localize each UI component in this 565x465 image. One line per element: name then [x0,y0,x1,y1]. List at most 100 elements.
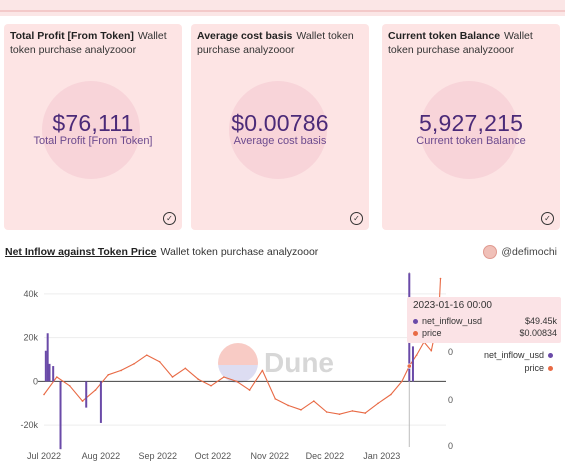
net-inflow-bar [411,346,414,382]
card-value: $0.00786 [231,110,329,136]
price-point [94,389,97,391]
top-strip-edge [0,10,565,12]
card-decoration [42,81,140,179]
price-point [223,376,225,378]
legend-dot [548,366,553,372]
dune-watermark: Dune [218,343,348,383]
price-point [338,413,341,415]
price-point [364,412,367,414]
x-tick-label: Aug 2022 [82,451,121,461]
x-tick-label: Nov 2022 [251,451,290,461]
chart-legend: net_inflow_usd price [483,349,553,375]
price-point [248,389,251,391]
price-point [81,400,84,402]
check-circle-icon[interactable]: ✓ [163,212,176,225]
y2-tick-label: 0 [448,441,453,451]
price-point [415,354,418,356]
card-subtitle: Wallet token purchase analyzooor [197,30,354,56]
legend-label: net_inflow_usd [483,350,544,360]
tooltip-series-name: price [422,328,442,338]
price-point [107,374,110,376]
chart-subtitle: Wallet token purchase analyzooor [160,246,319,258]
card-current-token-balance: Current token Balance Wallet token purcha… [382,24,560,230]
legend-label: price [524,363,544,373]
card-subtitle: Wallet token purchase analyzooor [10,30,167,56]
tooltip-row: price $0.00834 [413,328,557,340]
legend-item[interactable]: net_inflow_usd [483,349,553,362]
price-point [439,277,442,280]
card-decoration [229,81,327,179]
price-point [210,384,212,387]
hover-marker [406,363,412,369]
price-point [184,367,187,370]
price-point [401,380,403,383]
tooltip-dot [413,319,418,325]
check-circle-icon[interactable]: ✓ [350,212,363,225]
net-inflow-bar [48,363,51,382]
tooltip-series-name: net_inflow_usd [422,316,483,326]
net-inflow-bar [59,381,62,450]
price-point [120,369,122,372]
x-tick-label: Jul 2022 [27,451,61,461]
chart-title[interactable]: Net Inflow against Token Price Wallet tok… [5,246,318,258]
x-tick-label: Sep 2022 [139,451,178,461]
x-tick-label: Jan 2023 [363,451,400,461]
tooltip-date: 2023-01-16 00:00 [413,300,492,311]
price-point [68,384,71,387]
card-average-cost-basis: Average cost basis Wallet token purchase … [191,24,369,230]
price-point [133,363,135,365]
tooltip-dot [413,331,418,337]
price-point [325,411,328,413]
card-title: Total Profit [From Token] [10,30,134,42]
price-point [274,398,277,400]
price-point [171,376,174,378]
chart-panel: Net Inflow against Token Price Wallet tok… [0,240,565,465]
card-header: Current token Balance Wallet token purcha… [388,29,554,57]
legend-dot [548,353,553,359]
avatar [483,245,498,259]
price-point [351,410,354,412]
author-link[interactable]: @defimochi [483,245,557,259]
y-tick-label: 40k [23,289,38,299]
net-inflow-bar [46,333,49,382]
price-line [43,278,442,415]
card-decoration [420,81,518,179]
tooltip-series-value: $0.00834 [519,328,557,338]
y-tick-label: 0 [33,376,38,386]
card-total-profit: Total Profit [From Token] Wallet token pu… [4,24,182,230]
price-point [390,393,392,396]
legend-item[interactable]: price [483,362,553,375]
net-inflow-bar [52,366,55,382]
card-title: Current token Balance [388,30,501,42]
check-circle-icon[interactable]: ✓ [541,212,554,225]
tooltip-row: net_inflow_usd $49.45k [413,316,557,328]
card-header: Average cost basis Wallet token purchase … [197,29,363,57]
chart-title-text[interactable]: Net Inflow against Token Price [5,246,157,258]
price-point [43,393,45,396]
card-label: Total Profit [From Token] [33,135,153,147]
card-header: Total Profit [From Token] Wallet token pu… [10,29,176,57]
net-inflow-bar [44,350,47,382]
price-point [287,404,289,407]
chart-tooltip: 2023-01-16 00:00 net_inflow_usd $49.45k … [407,297,561,343]
author-name[interactable]: @defimochi [501,246,557,258]
card-title: Average cost basis [197,30,293,42]
card-subtitle: Wallet token purchase analyzooor [388,30,533,56]
y-tick-label: -20k [20,420,38,430]
tooltip-series-value: $49.45k [524,316,557,326]
price-point [377,402,379,405]
price-point [313,400,315,402]
price-point [197,378,199,380]
x-tick-label: Oct 2022 [195,451,232,461]
top-strip [0,0,565,16]
card-label: Average cost basis [233,135,327,147]
net-inflow-bar [85,381,88,408]
price-point [158,360,161,363]
price-point [430,349,433,352]
card-value: 5,927,215 [418,110,524,136]
y-tick-label: 20k [23,333,38,343]
card-label: Current token Balance [416,135,526,147]
price-point [145,354,148,356]
card-value: $76,111 [52,110,134,136]
